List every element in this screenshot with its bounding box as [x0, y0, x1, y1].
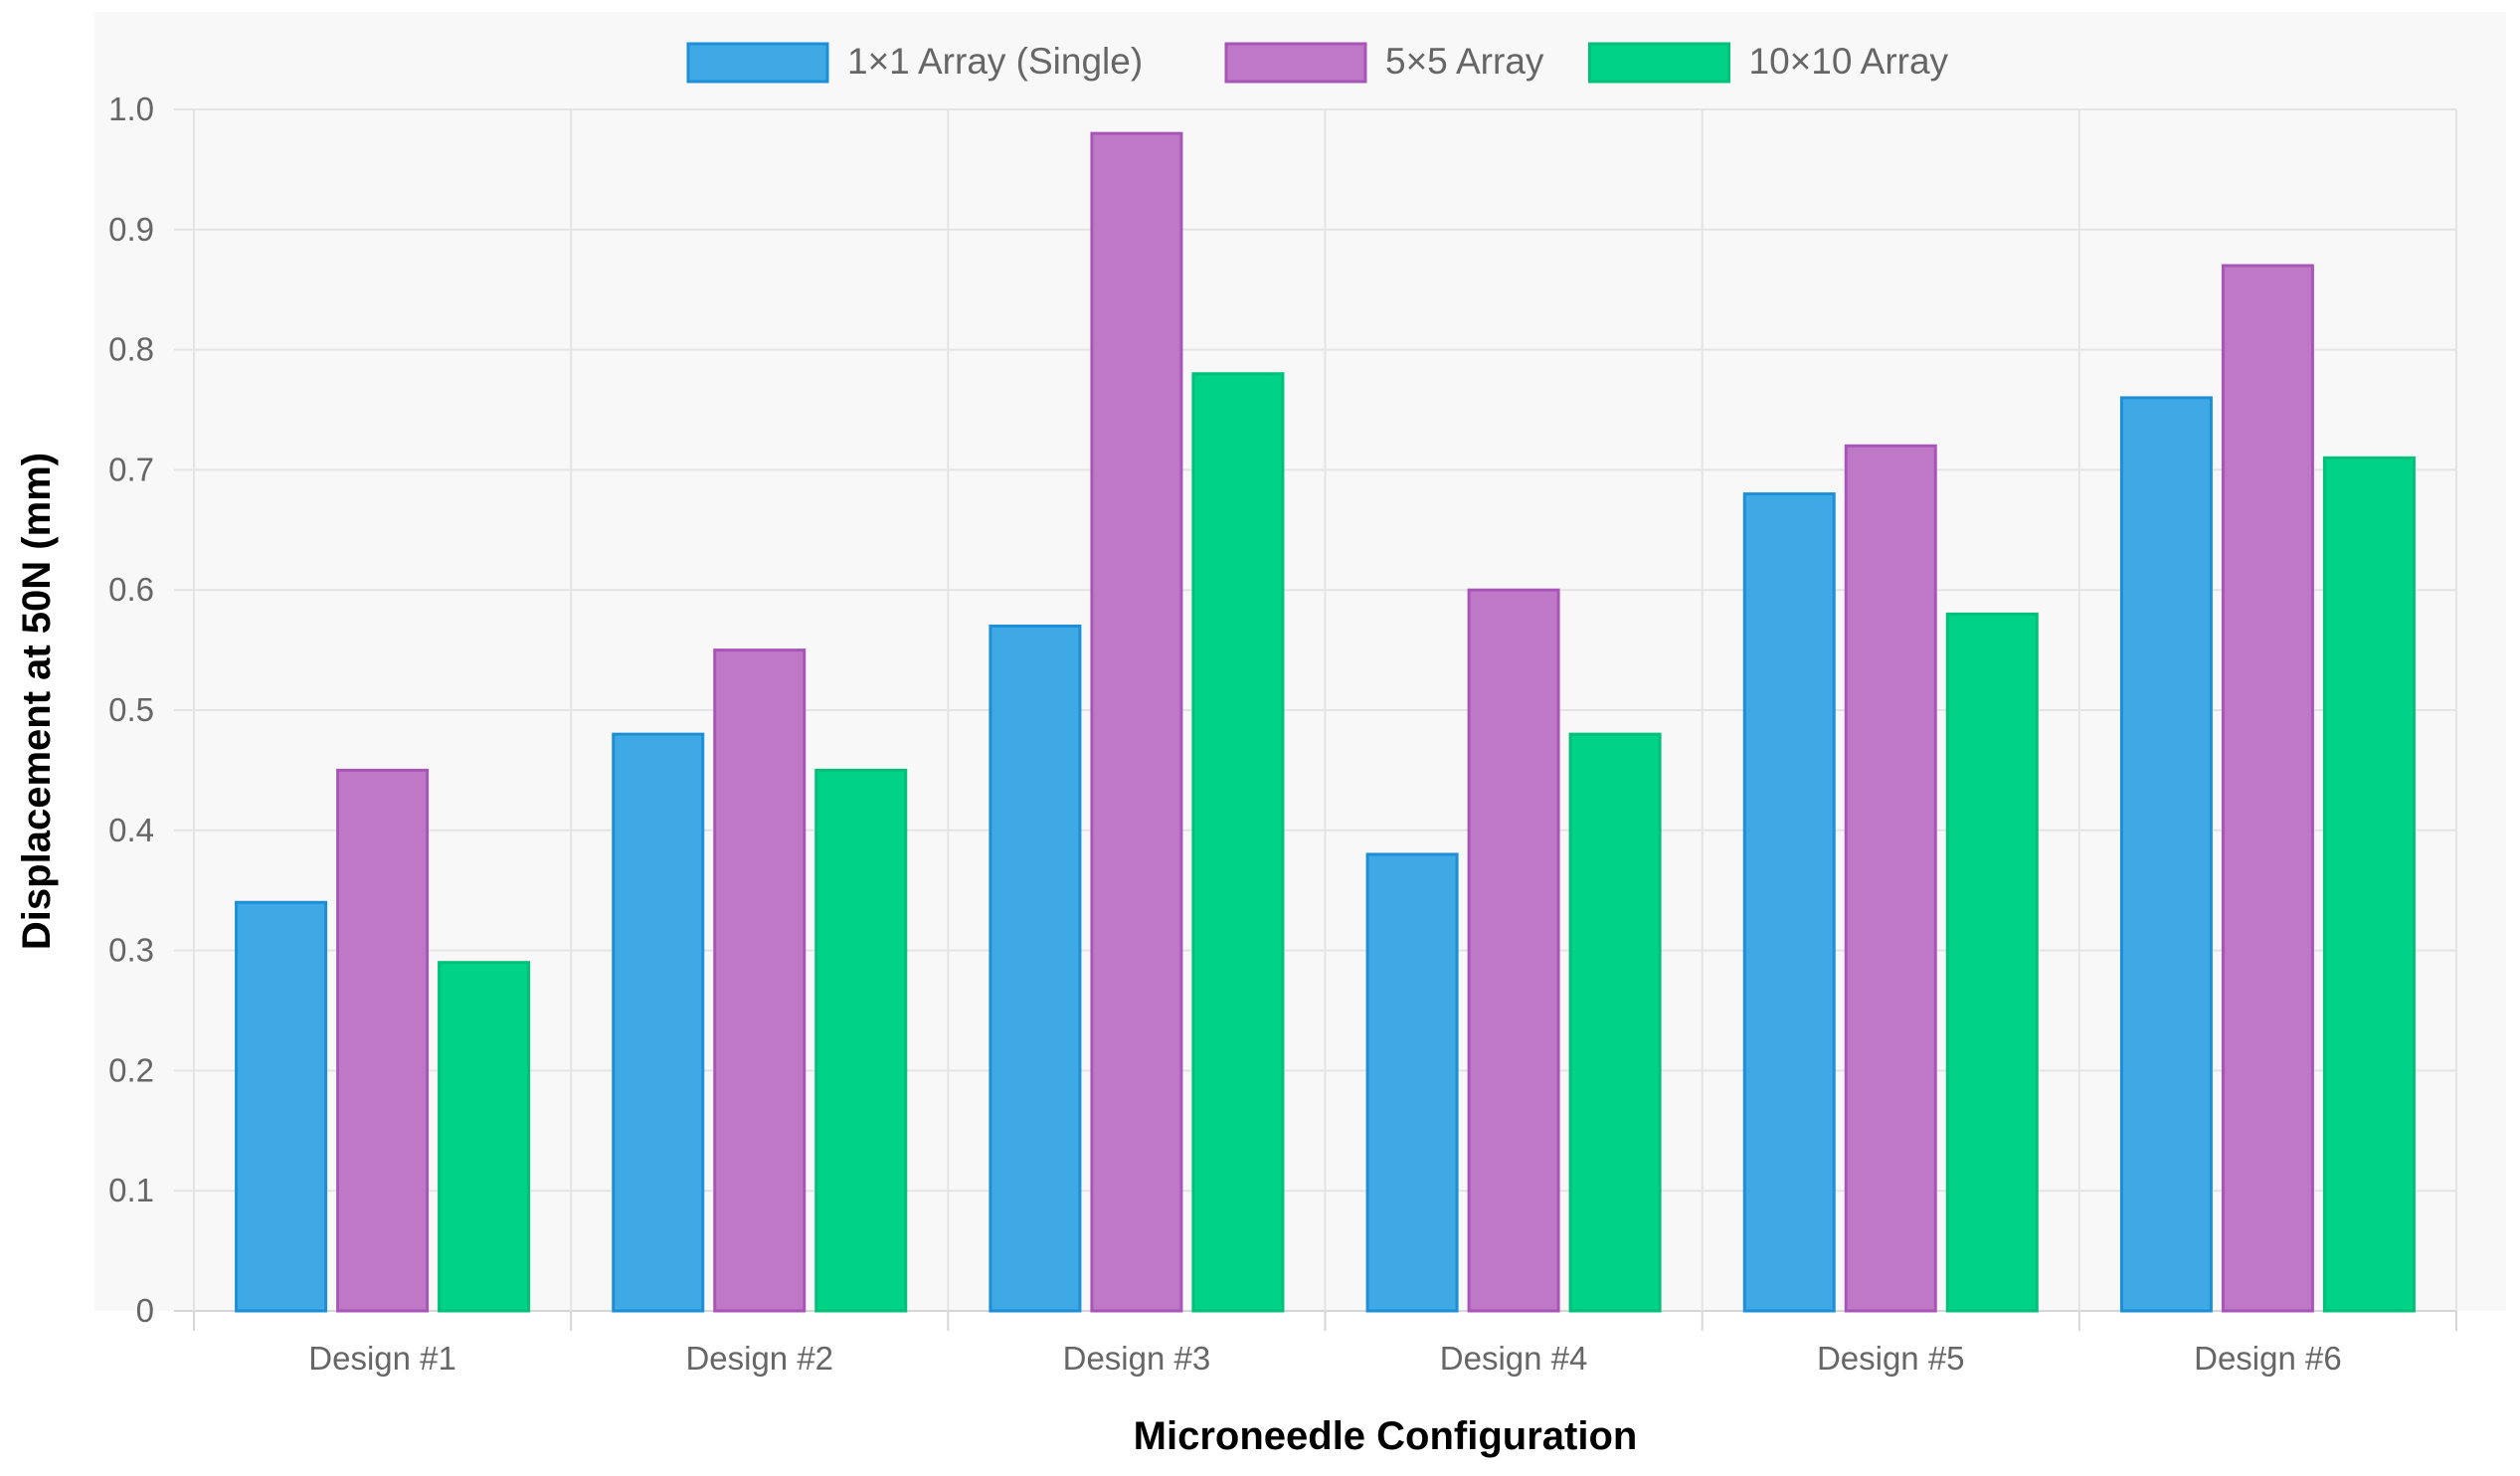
y-tick-label: 0.9 [108, 211, 154, 248]
bar-2-3[interactable] [1090, 131, 1183, 1313]
y-tick-label: 0 [136, 1292, 154, 1329]
y-tick-label: 0.8 [108, 331, 154, 368]
y-tick-label: 0.6 [108, 571, 154, 608]
y-tick-label: 0.2 [108, 1051, 154, 1088]
x-axis-title: Microneedle Configuration [1134, 1414, 1638, 1458]
y-tick-label: 0.5 [108, 691, 154, 728]
y-tick-label: 0.3 [108, 932, 154, 969]
bar-1-6[interactable] [2119, 396, 2213, 1313]
bar-2-5[interactable] [1844, 444, 1937, 1313]
x-tick-label: Design #6 [2194, 1340, 2342, 1377]
bar-1-1[interactable] [235, 900, 328, 1313]
bar-2-2[interactable] [713, 648, 807, 1313]
bar-1-2[interactable] [612, 732, 705, 1313]
bar-2-1[interactable] [336, 768, 430, 1313]
y-axis-title: Displacement at 50N (mm) [15, 453, 59, 950]
y-tick-label: 1.0 [108, 91, 154, 127]
legend-label-3[interactable]: 10×10 Array [1749, 41, 1949, 82]
bars [235, 131, 2416, 1313]
legend[interactable]: 1×1 Array (Single) 5×5 Array 10×10 Array [686, 41, 1949, 84]
legend-label-2[interactable]: 5×5 Array [1385, 41, 1544, 82]
axes: 0 0.1 0.2 0.3 0.4 0.5 0.6 0.7 0.8 0.9 1.0 Design #1… [108, 91, 2457, 1377]
y-tick-label: 0.1 [108, 1172, 154, 1208]
bar-2-6[interactable] [2221, 264, 2314, 1313]
bar-3-2[interactable] [814, 768, 908, 1313]
bar-1-5[interactable] [1742, 492, 1836, 1313]
bar-1-3[interactable] [989, 624, 1082, 1313]
legend-swatch-1[interactable] [686, 42, 829, 84]
grid-lines [174, 108, 2457, 1312]
x-tick-label: Design #2 [685, 1340, 833, 1377]
bar-3-6[interactable] [2322, 456, 2416, 1313]
bar-3-5[interactable] [1945, 612, 2039, 1313]
x-tick-label: Design #5 [1817, 1340, 1965, 1377]
x-tick-label: Design #4 [1440, 1340, 1588, 1377]
bar-3-3[interactable] [1191, 372, 1285, 1313]
legend-label-1[interactable]: 1×1 Array (Single) [847, 41, 1143, 82]
bar-2-4[interactable] [1467, 588, 1560, 1313]
legend-swatch-3[interactable] [1588, 42, 1730, 84]
y-tick-label: 0.7 [108, 451, 154, 487]
legend-swatch-2[interactable] [1224, 42, 1367, 84]
x-tick-label: Design #1 [308, 1340, 456, 1377]
y-tick-label: 0.4 [108, 812, 154, 848]
bar-1-4[interactable] [1365, 852, 1459, 1313]
bar-3-1[interactable] [438, 961, 531, 1313]
x-tick-label: Design #3 [1063, 1340, 1211, 1377]
bar-3-4[interactable] [1568, 732, 1662, 1313]
